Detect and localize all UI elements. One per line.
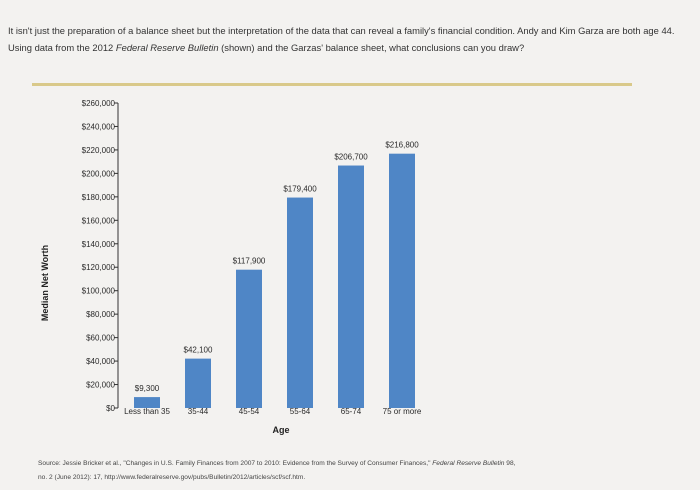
bar [338, 165, 364, 408]
question-part2: (shown) and the Garzas' balance sheet, w… [218, 42, 525, 53]
data-label: $179,400 [283, 185, 317, 194]
source-line2: no. 2 (June 2012): 17, http://www.federa… [38, 473, 306, 481]
question-text: It isn't just the preparation of a balan… [8, 22, 688, 56]
question-part1: It isn't just the preparation of a balan… [8, 25, 675, 53]
x-axis-label: Age [272, 425, 289, 435]
bars: $9,300 $42,100 $117,900 $179,400 $206,700 $21… [134, 141, 419, 408]
y-tick-label: $200,000 [82, 169, 116, 178]
y-tick-label: $160,000 [82, 216, 116, 225]
question-italic: Federal Reserve Bulletin [115, 42, 219, 53]
y-tick-label: $180,000 [82, 193, 116, 202]
x-tick-label: 65-74 [341, 407, 362, 416]
y-tick-label: $100,000 [82, 287, 116, 296]
x-tick-label: 55-64 [290, 407, 311, 416]
bar [185, 358, 211, 408]
data-label: $216,800 [385, 141, 419, 150]
y-tick-label: $140,000 [82, 240, 116, 249]
y-tick-label: $80,000 [86, 310, 115, 319]
y-tick-label: $0 [106, 404, 115, 413]
y-axis: $0 $20,000 $40,000 $60,000 $80,000 $100,000 $1… [82, 99, 119, 413]
x-axis: Less than 35 35-44 45-54 55-64 65-74 75 or mo… [124, 407, 422, 416]
data-label: $117,900 [233, 257, 266, 266]
bar [236, 269, 262, 408]
data-label: $42,100 [184, 346, 213, 355]
bar [287, 197, 313, 408]
y-tick-label: $120,000 [82, 263, 116, 272]
bar-chart: $0 $20,000 $40,000 $60,000 $80,000 $100,000 $1… [40, 99, 422, 435]
data-label: $206,700 [334, 153, 368, 162]
y-tick-label: $220,000 [82, 146, 116, 155]
x-tick-label: 45-54 [239, 407, 260, 416]
source-note: Source: Jessie Bricker et al., "Changes … [38, 457, 678, 484]
source-italic: Federal Reserve Bulletin [432, 460, 505, 467]
y-tick-label: $240,000 [82, 122, 116, 131]
x-tick-label: 35-44 [188, 407, 209, 416]
y-axis-label: Median Net Worth [40, 245, 50, 321]
y-tick-label: $20,000 [86, 381, 115, 390]
source-part1: Source: Jessie Bricker et al., "Changes … [38, 460, 433, 467]
y-tick-label: $60,000 [86, 334, 115, 343]
source-part2: 98, [504, 460, 516, 467]
y-tick-label: $260,000 [82, 99, 116, 108]
x-tick-label: Less than 35 [124, 407, 170, 416]
chart-container: $0 $20,000 $40,000 $60,000 $80,000 $100,000 $1… [0, 90, 700, 440]
bar [134, 397, 160, 408]
data-label: $9,300 [135, 384, 160, 393]
bar [389, 153, 415, 408]
divider-rule [32, 83, 632, 86]
x-tick-label: 75 or more [383, 407, 422, 416]
y-tick-label: $40,000 [86, 357, 115, 366]
